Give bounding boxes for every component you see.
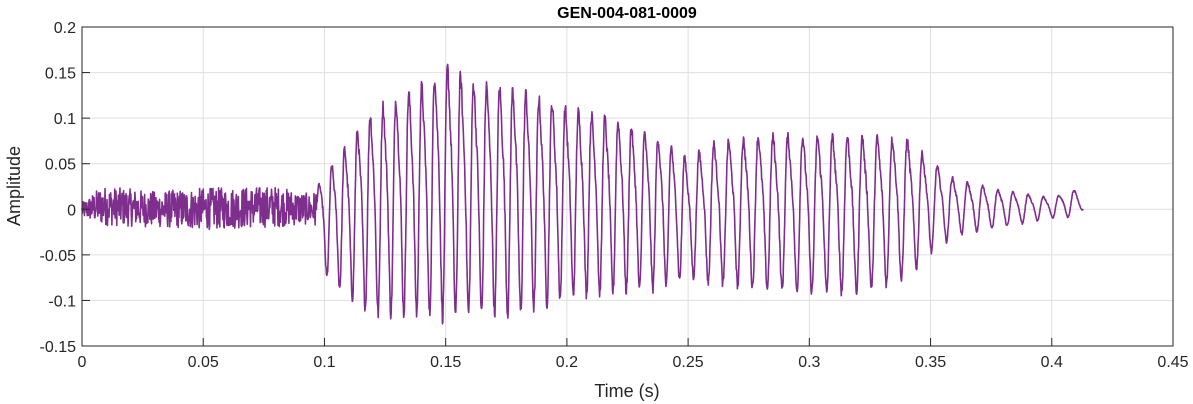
- y-tick-label: 0: [67, 202, 76, 219]
- x-tick-label: 0: [78, 354, 87, 371]
- x-tick-label: 0.35: [915, 354, 946, 371]
- chart-title: GEN-004-081-0009: [557, 5, 697, 22]
- y-tick-label: -0.05: [40, 248, 77, 265]
- x-tick-label: 0.05: [188, 354, 219, 371]
- x-tick-label: 0.25: [673, 354, 704, 371]
- x-tick-label: 0.45: [1157, 354, 1188, 371]
- plot-frame: [81, 26, 1174, 347]
- plot-background: [82, 27, 1173, 346]
- y-axis-label: Amplitude: [4, 146, 24, 226]
- y-tick-label: -0.15: [40, 339, 77, 356]
- x-tick-label: 0.15: [430, 354, 461, 371]
- signal-trace: [81, 63, 1084, 325]
- x-tick-label: 0.3: [798, 354, 820, 371]
- x-tick-label: 0.1: [313, 354, 335, 371]
- y-tick-label: 0.15: [45, 66, 76, 83]
- x-tick-label: 0.4: [1041, 354, 1063, 371]
- y-tick-label: 0.1: [54, 111, 76, 128]
- y-tick-label: 0.05: [45, 157, 76, 174]
- series-line: [81, 63, 1084, 325]
- x-axis-label: Time (s): [594, 381, 659, 401]
- y-tick-label: -0.1: [48, 293, 76, 310]
- y-tick-label: 0.2: [54, 20, 76, 37]
- x-tick-label: 0.2: [556, 354, 578, 371]
- axis-ticks: 0 0.05 0.1 0.15 0.2 0.25 0.3 0.35 0.4 0.45 -0.15 -0…: [40, 20, 1189, 371]
